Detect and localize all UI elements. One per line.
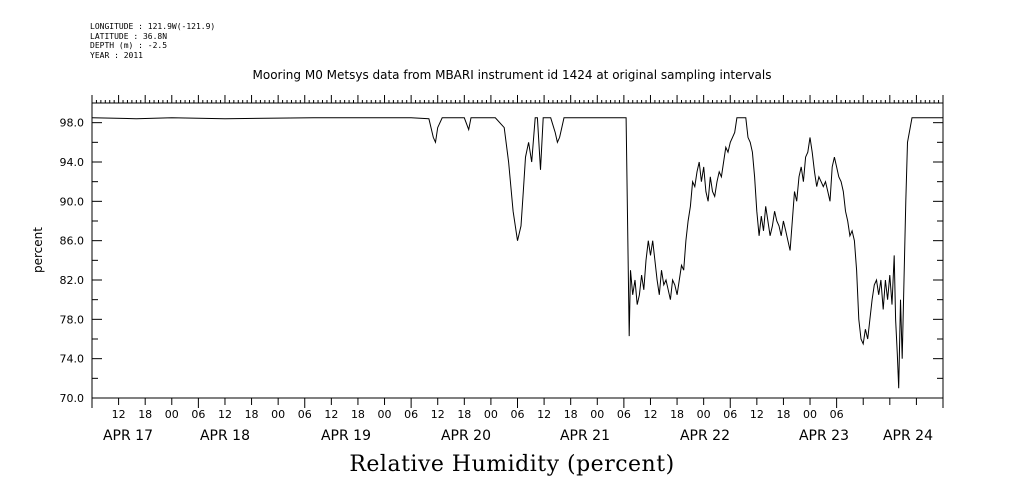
x-tick-label: 00 [165, 408, 179, 421]
x-tick-label: 12 [112, 408, 126, 421]
x-tick-label: 06 [191, 408, 205, 421]
x-tick-label: 06 [298, 408, 312, 421]
y-tick-label: 78.0 [60, 313, 85, 326]
x-tick-label: 06 [404, 408, 418, 421]
y-tick-label: 82.0 [60, 274, 85, 287]
chart-title: Mooring M0 Metsys data from MBARI instru… [252, 68, 772, 82]
depth-text: DEPTH (m) : -2.5 [90, 41, 168, 50]
x-tick-label: 18 [776, 408, 790, 421]
plot-frame [91, 102, 944, 399]
x-tick-label: 00 [378, 408, 392, 421]
x-tick-label: 00 [590, 408, 604, 421]
x-tick-label: 18 [138, 408, 152, 421]
y-tick-label: 90.0 [60, 195, 85, 208]
x-tick-label: 18 [670, 408, 684, 421]
x-tick-label: 12 [537, 408, 551, 421]
x-tick-label: 12 [324, 408, 338, 421]
x-day-label: APR 19 [321, 428, 371, 444]
x-day-label: APR 17 [103, 428, 153, 444]
x-tick-label: 06 [511, 408, 525, 421]
year-text: YEAR : 2011 [90, 50, 143, 60]
longitude-text: LONGITUDE : 121.9W(-121.9) [90, 22, 216, 31]
x-day-label: APR 20 [441, 428, 491, 444]
x-day-label: APR 21 [560, 428, 610, 444]
x-tick-label: 06 [723, 408, 737, 421]
y-tick-label: 98.0 [60, 117, 85, 130]
x-tick-label: 00 [271, 408, 285, 421]
x-day-label: APR 24 [883, 428, 933, 444]
y-axis-label: percent [31, 227, 45, 273]
y-tick-label: 74.0 [60, 353, 85, 366]
x-tick-label: 18 [457, 408, 471, 421]
x-day-label: APR 23 [799, 428, 849, 444]
series-line-relative-humidity [91, 117, 943, 389]
latitude-text: LATITUDE : 36.8N [90, 31, 168, 41]
x-tick-label: 18 [351, 408, 365, 421]
x-tick-label: 18 [245, 408, 259, 421]
x-tick-label: 00 [697, 408, 711, 421]
x-axis-label: Relative Humidity (percent) [349, 452, 675, 477]
x-tick-label: 12 [643, 408, 657, 421]
y-tick-label: 94.0 [60, 156, 85, 169]
x-tick-label: 06 [617, 408, 631, 421]
y-tick-label: 86.0 [60, 235, 85, 248]
x-tick-label: 00 [803, 408, 817, 421]
x-tick-label: 06 [830, 408, 844, 421]
x-tick-label: 00 [484, 408, 498, 421]
x-day-label: APR 22 [680, 428, 730, 444]
x-day-label: APR 18 [200, 428, 250, 444]
x-tick-label: 12 [750, 408, 764, 421]
x-tick-label: 12 [218, 408, 232, 421]
x-tick-label: 18 [564, 408, 578, 421]
metadata-block: LONGITUDE : 121.9W(-121.9) LATITUDE : 36… [90, 22, 215, 60]
y-tick-label: 70.0 [60, 392, 85, 405]
x-tick-label: 12 [431, 408, 445, 421]
